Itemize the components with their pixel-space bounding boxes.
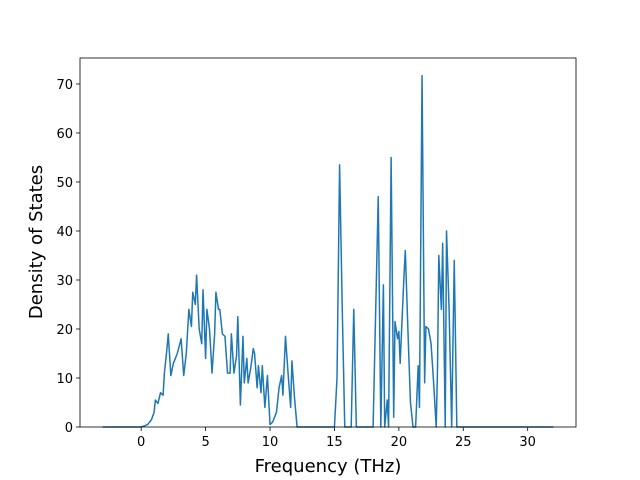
y-tick-label: 40	[56, 225, 73, 240]
y-tick-label: 70	[56, 78, 73, 93]
x-tick-label: 5	[201, 435, 209, 450]
y-axis-label: Density of States	[26, 165, 47, 319]
x-axis-label: Frequency (THz)	[255, 456, 402, 477]
x-tick-label: 10	[262, 435, 279, 450]
x-tick-label: 0	[137, 435, 145, 450]
y-tick-label: 10	[56, 372, 73, 387]
y-tick-label: 60	[56, 127, 73, 142]
dos-line	[102, 74, 554, 428]
y-tick-label: 0	[65, 421, 73, 436]
y-tick-label: 50	[56, 176, 73, 191]
x-tick-label: 20	[391, 435, 408, 450]
plot-frame	[79, 57, 577, 428]
x-tick-label: 30	[519, 435, 536, 450]
x-tick-label: 25	[455, 435, 472, 450]
y-tick-label: 20	[56, 323, 73, 338]
x-tick-label: 15	[326, 435, 343, 450]
y-tick-label: 30	[56, 274, 73, 289]
